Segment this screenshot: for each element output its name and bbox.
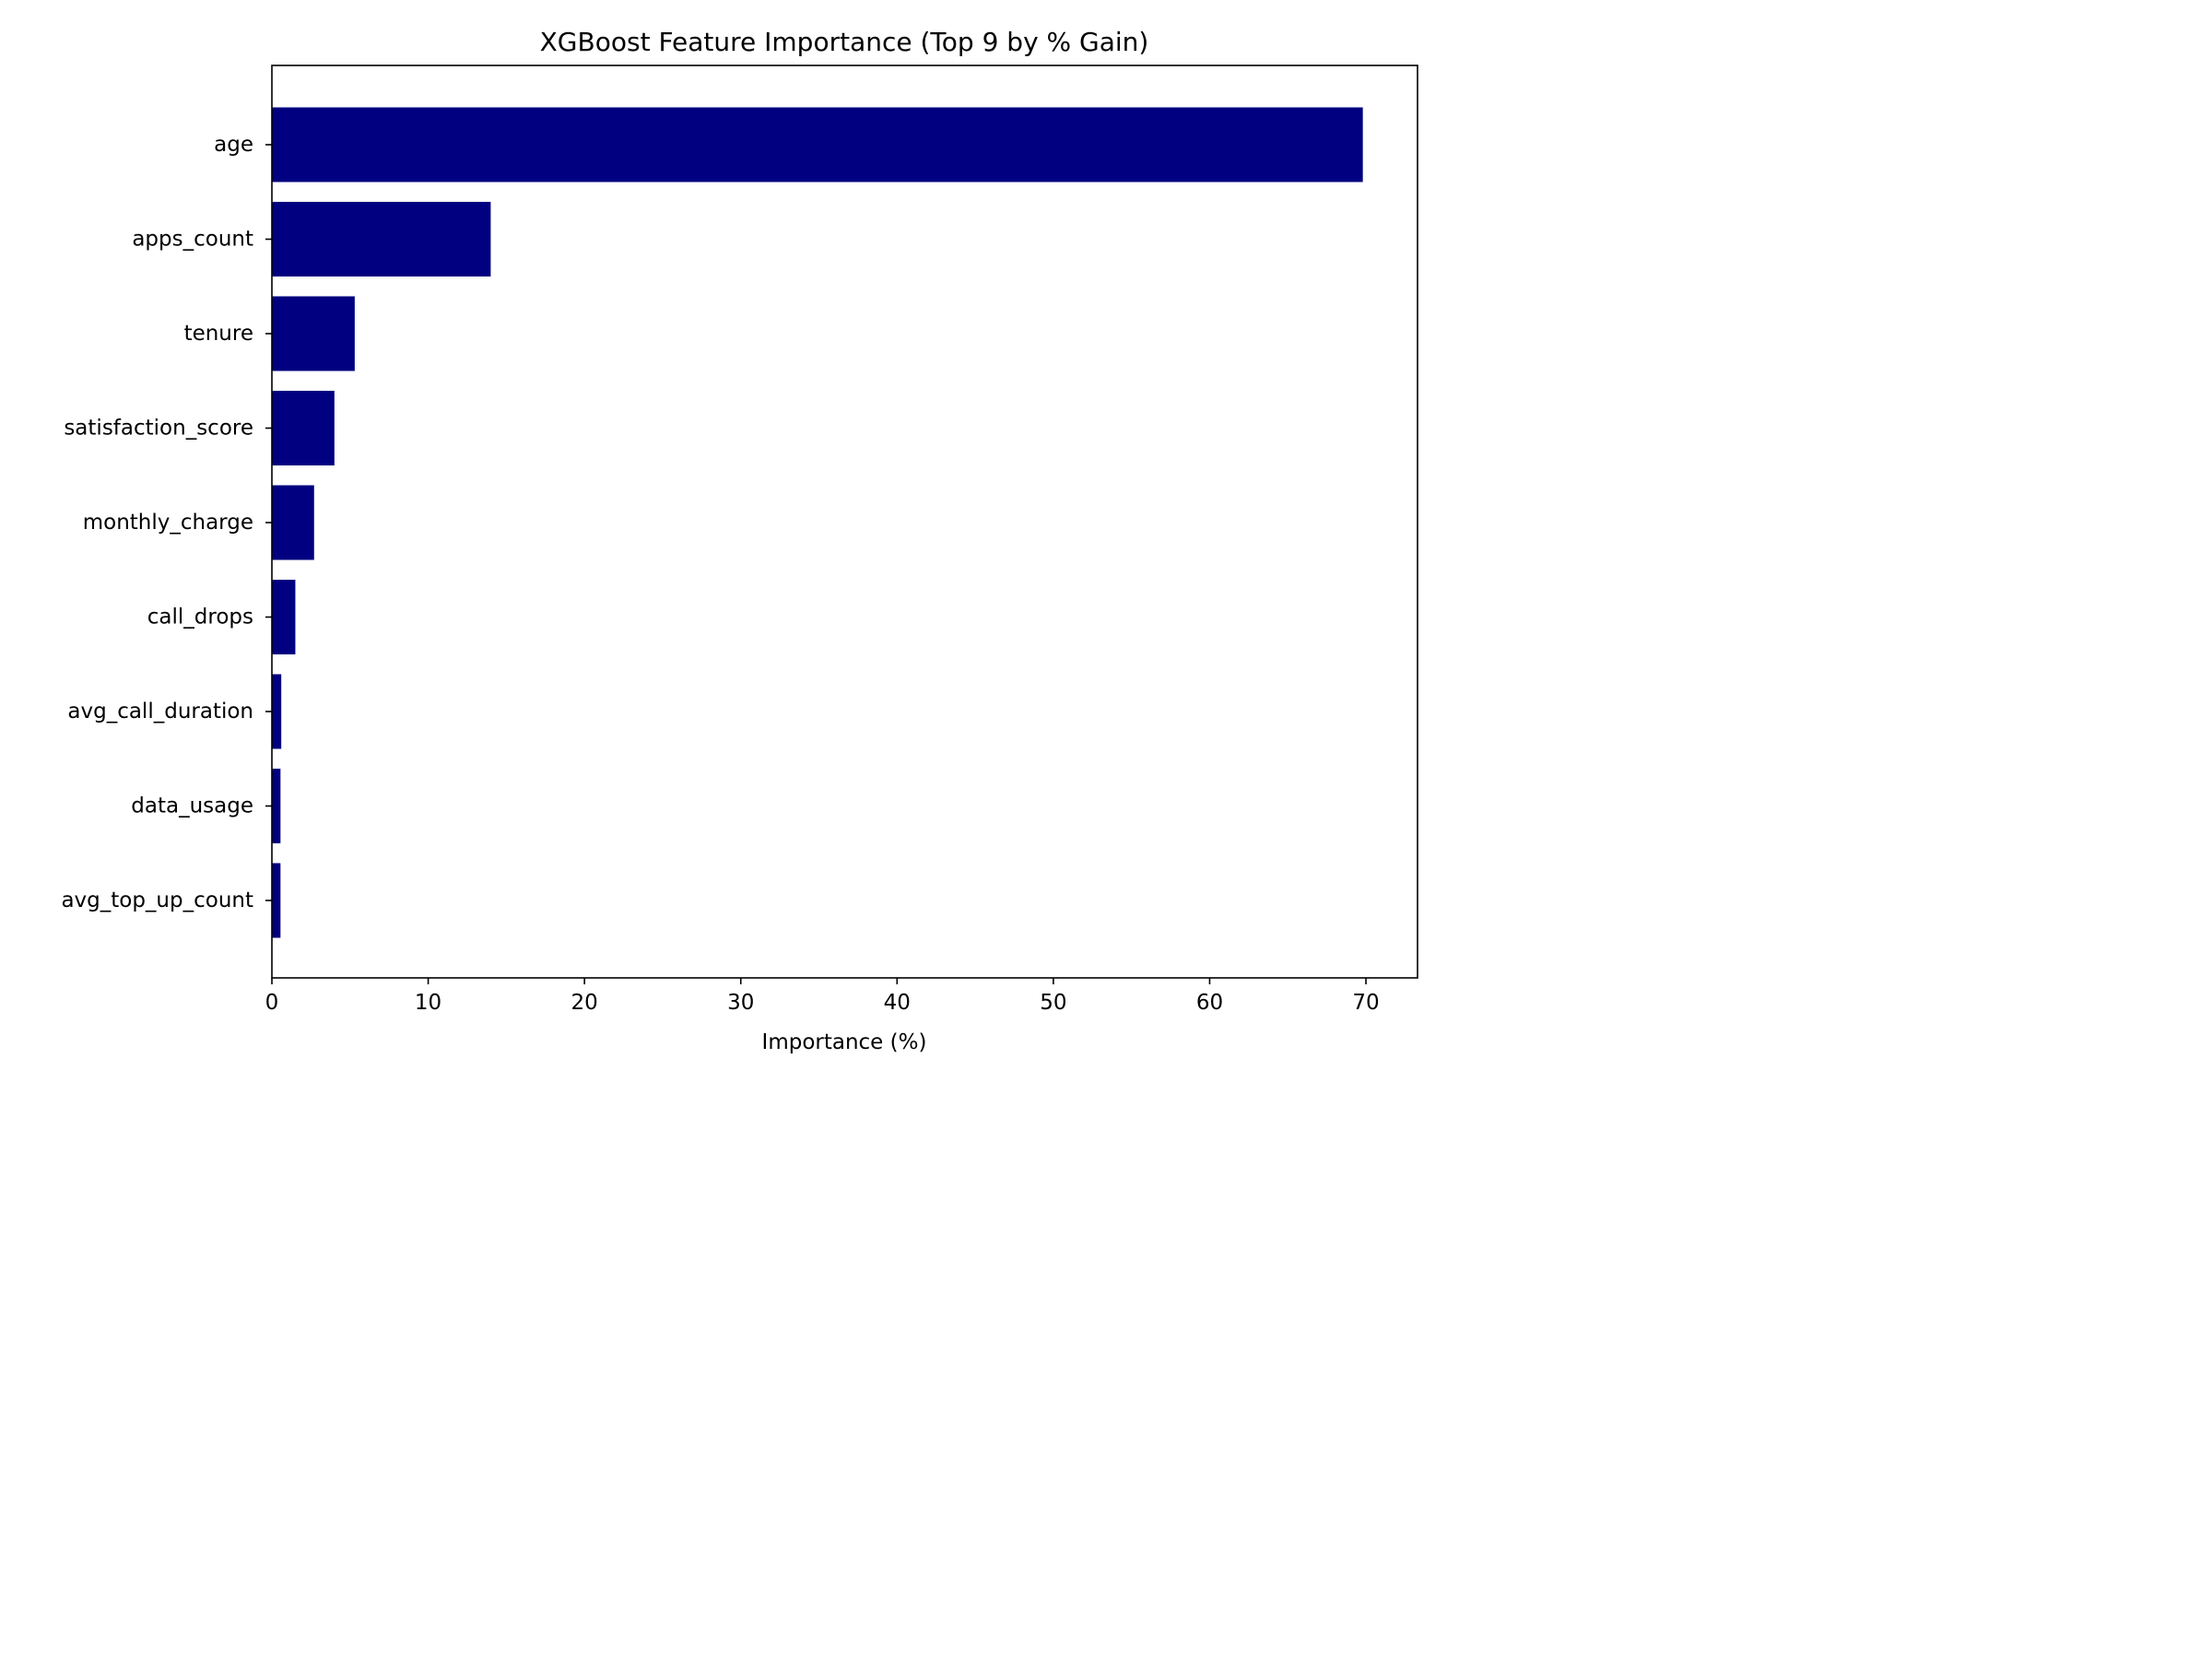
bar-monthly-charge xyxy=(272,485,314,560)
chart-root: XGBoost Feature Importance (Top 9 by % G… xyxy=(0,0,1438,1078)
y-tick-label: monthly_charge xyxy=(83,511,253,535)
bars-layer xyxy=(272,107,1363,938)
bar-avg-top-up-count xyxy=(272,863,281,938)
y-tick-label: tenure xyxy=(184,322,253,346)
y-tick-label: satisfaction_score xyxy=(64,417,253,441)
x-tick-label: 50 xyxy=(1040,991,1066,1015)
plot-frame xyxy=(271,65,1418,979)
bar-call-drops xyxy=(272,580,296,654)
bar-data-usage xyxy=(272,769,281,843)
bar-apps-count xyxy=(272,202,491,276)
x-axis-label: Importance (%) xyxy=(762,1030,927,1054)
bar-tenure xyxy=(272,296,355,371)
y-tick-label: age xyxy=(214,133,253,157)
y-tick-label: apps_count xyxy=(132,228,253,252)
x-tick-label: 40 xyxy=(884,991,911,1015)
x-tick-label: 20 xyxy=(571,991,598,1015)
bar-avg-call-duration xyxy=(272,674,282,749)
bar-satisfaction-score xyxy=(272,391,335,465)
y-tick-label: data_usage xyxy=(131,794,253,818)
y-tick-label: avg_top_up_count xyxy=(61,888,253,912)
chart-title: XGBoost Feature Importance (Top 9 by % G… xyxy=(540,27,1149,57)
x-tick-label: 70 xyxy=(1352,991,1379,1015)
x-tick-label: 30 xyxy=(727,991,754,1015)
y-tick-label: call_drops xyxy=(147,606,253,629)
bar-age xyxy=(272,107,1363,182)
x-tick-label: 60 xyxy=(1196,991,1223,1015)
feature-importance-chart: XGBoost Feature Importance (Top 9 by % G… xyxy=(61,27,1418,1054)
y-tick-label: avg_call_duration xyxy=(67,700,253,724)
x-axis-ticks: 0 10 20 30 40 50 60 70 xyxy=(265,978,1380,1015)
x-tick-label: 10 xyxy=(415,991,441,1015)
x-tick-label: 0 xyxy=(265,991,279,1015)
